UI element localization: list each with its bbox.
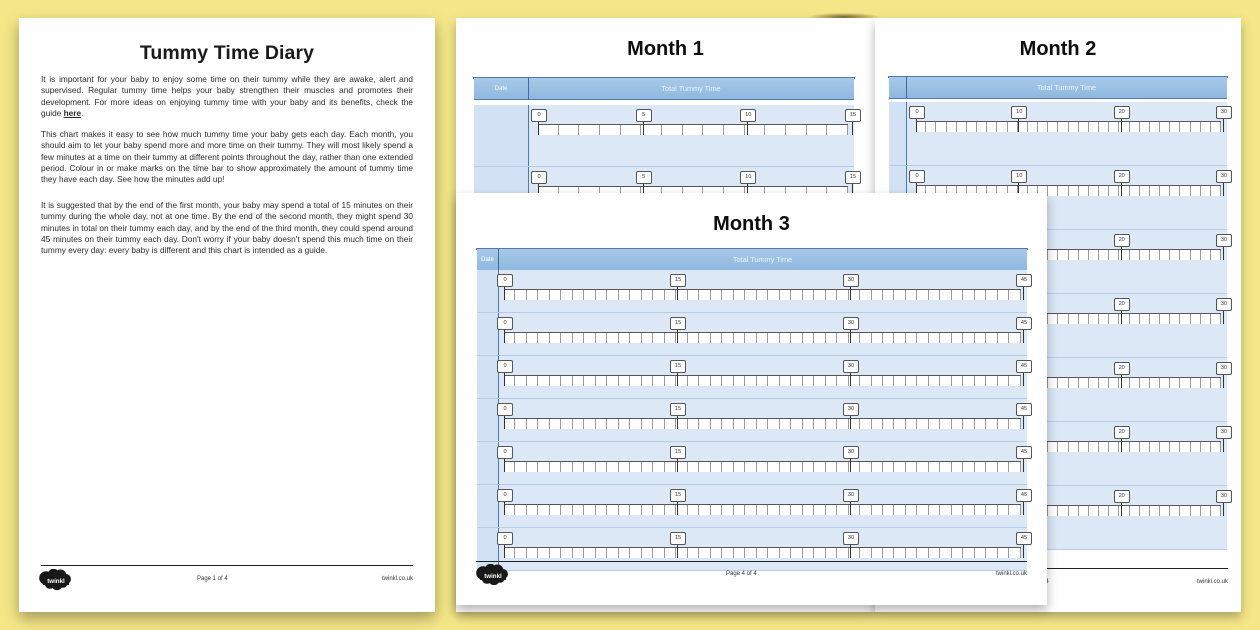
svg-text:twinkl: twinkl [484, 573, 502, 580]
svg-text:twinkl: twinkl [47, 578, 65, 585]
